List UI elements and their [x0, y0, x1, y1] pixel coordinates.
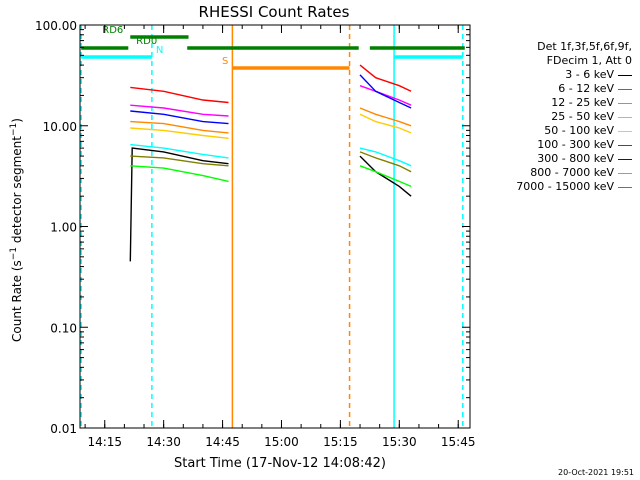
y-tick-label-0: 100.00: [35, 19, 77, 33]
series-line-1-segment-1: [359, 85, 412, 106]
legend-item-label: 3 - 6 keV: [565, 68, 614, 81]
axes: 100.00 10.00 1.00 0.10 0.01 14:15 14:30 14:45 15…: [35, 19, 476, 449]
x-tick-label-3: 15:00: [264, 435, 299, 449]
legend-item-2: 12 - 25 keV: [470, 96, 636, 110]
legend-item-3: 25 - 50 keV: [470, 110, 636, 124]
legend-swatch: [618, 172, 632, 174]
x-axis-label: Start Time (17-Nov-12 14:08:42): [174, 456, 386, 471]
y-tick-label-3: 0.10: [50, 321, 77, 335]
y-tick-label-2: 1.00: [50, 221, 77, 235]
legend-item-4: 50 - 100 keV: [470, 124, 636, 138]
legend-item-label: 7000 - 15000 keV: [516, 180, 614, 193]
legend-swatch: [618, 102, 632, 104]
plot-frame: [79, 24, 471, 429]
series-line-0-segment-1: [359, 155, 412, 197]
legend-item-7: 800 - 7000 keV: [470, 166, 636, 180]
legend-rows: 3 - 6 keV 6 - 12 keV 12 - 25 keV 25 - 50 ke…: [470, 68, 636, 194]
y-axis-label-main: Count Rate (s: [10, 260, 24, 342]
series-line-1-segment-0: [130, 104, 229, 117]
legend-item-label: 12 - 25 keV: [551, 96, 614, 109]
legend-item-label: 100 - 300 keV: [537, 138, 614, 151]
legend-item-label: 6 - 12 keV: [558, 82, 614, 95]
legend-swatch: [618, 116, 632, 118]
x-tick-label-6: 15:45: [441, 435, 476, 449]
series-line-8-segment-1: [359, 151, 412, 173]
y-axis-label-sup2: −1: [9, 123, 19, 136]
chart-title: RHESSI Count Rates: [199, 3, 350, 21]
legend-header-line-1: Det 1f,3f,5f,6f,9f,: [537, 40, 632, 53]
legend-item-5: 100 - 300 keV: [470, 138, 636, 152]
legend-item-8: 7000 - 15000 keV: [470, 180, 636, 194]
legend-swatch: [618, 158, 632, 160]
flag-label-rd0: RD0: [136, 36, 157, 47]
flag-label-n: N: [156, 45, 163, 56]
series-line-6-segment-1: [359, 74, 412, 109]
series-line-2-segment-0: [130, 165, 229, 183]
y-tick-label-1: 10.00: [43, 120, 77, 134]
x-tick-label-4: 15:15: [323, 435, 358, 449]
flag-label-rd6: RD6: [102, 25, 123, 36]
legend-item-label: 800 - 7000 keV: [530, 166, 614, 179]
series-line-4-segment-1: [359, 113, 412, 134]
legend-item-1: 6 - 12 keV: [470, 82, 636, 96]
y-axis-label: Count Rate (s−1 detector segment−1): [9, 118, 24, 342]
legend-item-label: 300 - 800 keV: [537, 152, 614, 165]
series-line-2-segment-1: [359, 165, 412, 188]
series-line-0-segment-0: [129, 147, 229, 262]
y-axis-label-close: ): [10, 118, 24, 123]
legend-swatch: [618, 186, 632, 188]
legend-swatch: [618, 130, 632, 132]
x-tick-label-5: 15:30: [382, 435, 417, 449]
series-line-7-segment-0: [130, 120, 229, 134]
flag-label-s: S: [222, 56, 228, 67]
series-line-5-segment-0: [130, 86, 229, 104]
y-tick-label-4: 0.01: [50, 422, 77, 436]
legend: Det 1f,3f,5f,6f,9f, FDecim 1, Att 0 3 - …: [470, 40, 636, 194]
legend-swatch: [618, 74, 632, 76]
series-line-3-segment-0: [130, 143, 229, 159]
x-tick-label-0: 14:15: [87, 435, 122, 449]
legend-header-line-2: FDecim 1, Att 0: [546, 54, 632, 67]
series-line-8-segment-0: [130, 155, 229, 167]
legend-item-label: 25 - 50 keV: [551, 110, 614, 123]
series-line-6-segment-0: [130, 110, 229, 125]
legend-item-label: 50 - 100 keV: [544, 124, 614, 137]
series-line-3-segment-1: [359, 147, 412, 167]
series-line-4-segment-0: [130, 127, 229, 139]
legend-item-6: 300 - 800 keV: [470, 152, 636, 166]
series-line-7-segment-1: [359, 107, 412, 127]
legend-swatch: [618, 144, 632, 146]
generation-timestamp: 20-Oct-2021 19:51: [558, 468, 634, 477]
legend-item-0: 3 - 6 keV: [470, 68, 636, 82]
legend-swatch: [618, 88, 632, 90]
x-tick-label-2: 14:45: [205, 435, 240, 449]
y-axis-label-mid: detector segment: [10, 136, 24, 247]
y-axis-label-sup1: −1: [9, 247, 19, 260]
series-line-5-segment-1: [359, 64, 412, 92]
x-tick-label-1: 14:30: [146, 435, 181, 449]
